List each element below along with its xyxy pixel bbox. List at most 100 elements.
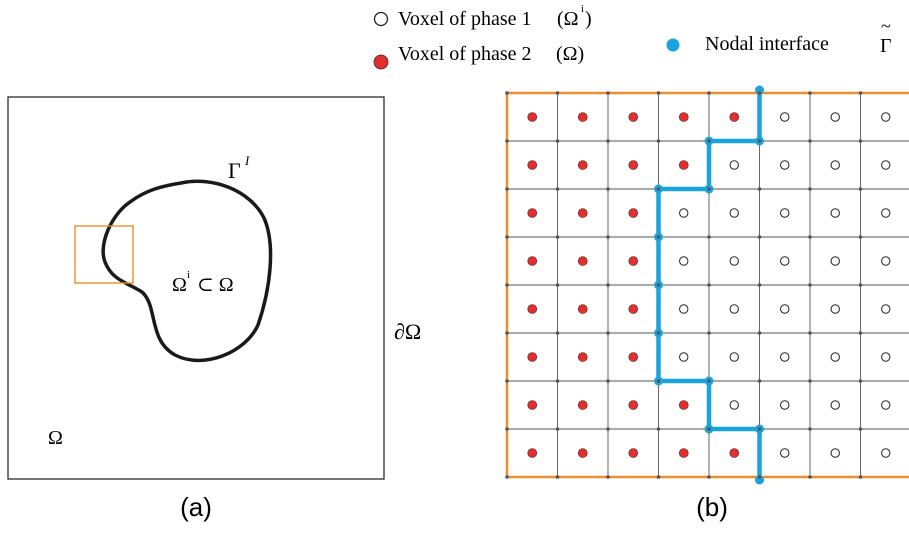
grid-node <box>656 235 661 239</box>
boundary-label: ∂Ω <box>394 319 421 344</box>
voxel-phase2 <box>577 352 588 362</box>
voxel-phase2 <box>527 208 538 218</box>
gamma-label: Γ <box>228 158 241 183</box>
inclusion-label-rest: ⊂ Ω <box>197 274 234 296</box>
grid-node <box>707 187 711 191</box>
grid-node <box>808 187 812 191</box>
grid-node <box>757 139 762 143</box>
voxel-phase2 <box>527 256 538 266</box>
voxel-phase2 <box>678 400 689 410</box>
voxel-phase2 <box>577 400 588 410</box>
voxels <box>527 112 891 458</box>
voxel-phase1 <box>881 400 891 410</box>
grid-node <box>555 283 560 287</box>
grid-node <box>707 427 711 431</box>
inclusion-label-omega: Ω <box>172 274 187 296</box>
voxel-phase1 <box>780 304 790 314</box>
grid-node <box>757 475 762 479</box>
grid-node <box>606 235 610 239</box>
legend-interface-label: Nodal interface <box>705 33 829 55</box>
grid-node <box>606 283 610 287</box>
voxel-phase2 <box>527 160 538 170</box>
grid-node <box>555 139 560 143</box>
voxel-phase1 <box>830 448 840 458</box>
legend-phase1-symbol-sup: i <box>581 3 584 15</box>
grid-node <box>707 331 711 335</box>
legend-interface-marker <box>666 38 680 52</box>
grid-node <box>505 283 509 287</box>
legend-phase2-label: Voxel of phase 2 <box>398 43 532 65</box>
voxel-phase1 <box>780 352 790 362</box>
voxel-phase2 <box>628 208 639 218</box>
inclusion-label-sup: i <box>187 269 190 281</box>
grid-node <box>707 475 711 479</box>
grid-node <box>606 331 610 335</box>
legend-interface-tilde: ~ <box>881 16 891 36</box>
voxel-phase2 <box>577 112 588 122</box>
panel-a: Γ I Ω i ⊂ Ω ∂Ω Ω (a) <box>7 96 421 522</box>
grid-node <box>656 331 661 335</box>
grid-node <box>858 91 863 95</box>
voxel-phase1 <box>780 400 790 410</box>
grid-node <box>757 331 762 335</box>
legend-phase1-marker <box>373 11 389 27</box>
voxel-phase2 <box>527 352 538 362</box>
voxel-phase1 <box>830 160 840 170</box>
voxel-phase1 <box>780 448 790 458</box>
grid-node <box>606 187 610 191</box>
voxel-phase1 <box>729 256 739 266</box>
voxel-phase2 <box>628 256 639 266</box>
grid-node <box>656 91 661 95</box>
grid-node <box>707 283 711 287</box>
voxel-phase1 <box>780 160 790 170</box>
interface-node <box>755 85 764 95</box>
grid-node <box>555 427 560 431</box>
grid-node <box>757 91 762 95</box>
grid-node <box>858 379 863 383</box>
caption-a: (a) <box>180 492 212 522</box>
grid-node <box>555 475 560 479</box>
voxel-phase1 <box>729 352 739 362</box>
grid-node <box>505 379 509 383</box>
voxel-phase2 <box>577 448 588 458</box>
voxel-phase1 <box>679 352 689 362</box>
grid-node <box>656 475 661 479</box>
grid-node <box>757 235 762 239</box>
voxel-phase1 <box>881 448 891 458</box>
grid-node <box>505 187 509 191</box>
grid-node <box>555 91 560 95</box>
grid-node <box>656 427 661 431</box>
voxel-phase1 <box>679 256 689 266</box>
grid-node <box>808 91 812 95</box>
grid-node <box>555 187 560 191</box>
voxel-phase2 <box>628 400 639 410</box>
voxel-phase2 <box>628 112 639 122</box>
grid-node <box>858 331 863 335</box>
grid-node <box>858 427 863 431</box>
domain-label: Ω <box>48 427 63 449</box>
grid-node <box>707 91 711 95</box>
grid-node <box>808 475 812 479</box>
voxel-phase1 <box>780 208 790 218</box>
voxel-phase2 <box>678 112 689 122</box>
grid-node <box>808 139 812 143</box>
grid-node <box>505 475 509 479</box>
grid-node <box>606 427 610 431</box>
voxel-phase1 <box>830 304 840 314</box>
voxel-phase2 <box>628 160 639 170</box>
voxel-phase1 <box>881 256 891 266</box>
grid-node <box>606 475 610 479</box>
legend: Voxel of phase 1 (Ω i ) Voxel of phase 2… <box>373 3 892 70</box>
grid-node <box>555 331 560 335</box>
voxel-phase2 <box>729 112 740 122</box>
grid-node <box>505 427 509 431</box>
grid-node <box>606 379 610 383</box>
voxel-phase2 <box>628 448 639 458</box>
voxel-phase1 <box>881 304 891 314</box>
voxel-phase2 <box>628 304 639 314</box>
zoom-highlight-box <box>74 225 134 284</box>
voxel-phase1 <box>830 400 840 410</box>
voxel-phase2 <box>729 448 740 458</box>
caption-b: (b) <box>696 492 728 522</box>
